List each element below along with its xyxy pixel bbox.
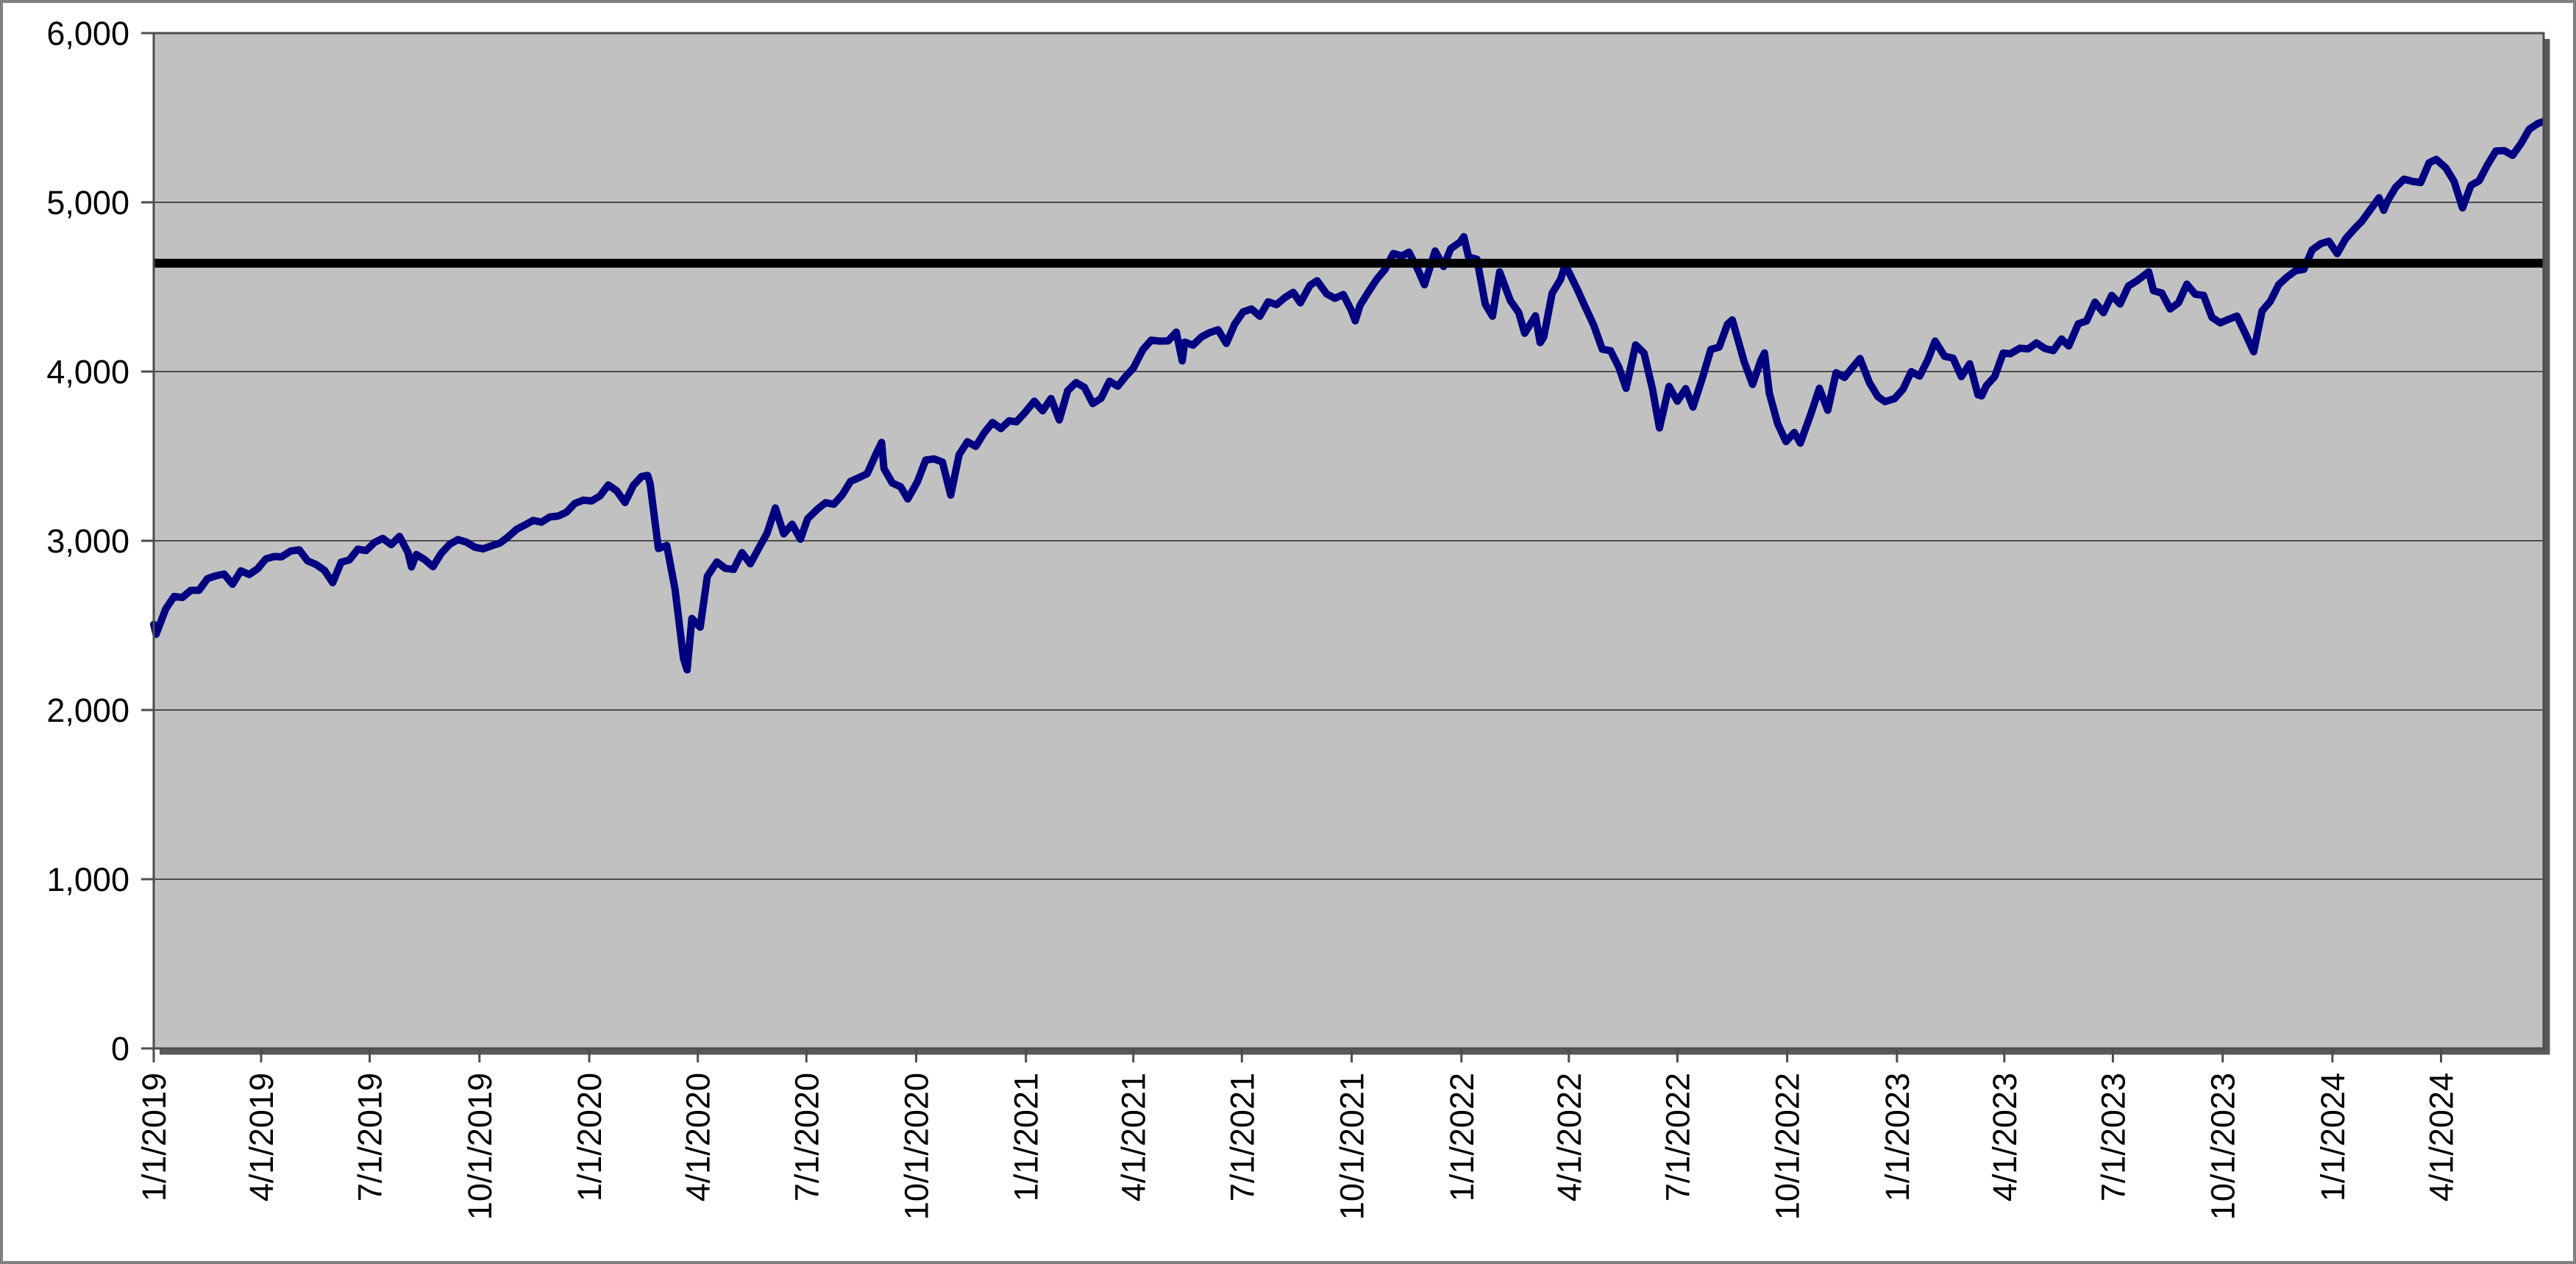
y-axis-tick-label: 2,000 [46, 692, 129, 729]
plot-shadow [160, 39, 2550, 1055]
x-axis-tick-label: 1/1/2019 [135, 1073, 173, 1201]
y-axis-tick-label: 0 [111, 1030, 129, 1068]
x-axis-tick-label: 7/1/2021 [1223, 1073, 1261, 1201]
x-axis-tick-label: 10/1/2020 [898, 1073, 936, 1220]
y-axis-ticks [141, 32, 154, 1050]
x-axis-tick-label: 1/1/2023 [1879, 1073, 1916, 1201]
y-axis-tick-label: 4,000 [46, 353, 129, 391]
x-axis-tick-label: 4/1/2022 [1551, 1073, 1588, 1201]
x-axis-tick-label: 7/1/2023 [2094, 1073, 2132, 1201]
x-axis-tick-label: 1/1/2020 [571, 1073, 608, 1201]
x-axis-tick-label: 4/1/2024 [2423, 1073, 2461, 1201]
x-axis-tick-label: 10/1/2019 [461, 1073, 499, 1220]
x-axis-tick-label: 7/1/2022 [1659, 1073, 1696, 1201]
x-axis-ticks [152, 1048, 2443, 1062]
y-axis-tick-label: 3,000 [46, 522, 129, 560]
x-axis-tick-label: 1/1/2021 [1008, 1073, 1045, 1201]
x-axis-tick-label: 7/1/2020 [788, 1073, 825, 1201]
x-axis-tick-label: 4/1/2019 [243, 1073, 280, 1201]
series-line [150, 118, 2547, 674]
x-axis-tick-label: 1/1/2022 [1443, 1073, 1481, 1201]
y-gridlines [154, 202, 2544, 880]
x-axis-tick-label: 4/1/2020 [680, 1073, 717, 1201]
y-axis-tick-label: 1,000 [46, 861, 129, 898]
x-axis-tick-label: 4/1/2023 [1986, 1073, 2024, 1201]
x-axis-tick-label: 10/1/2021 [1334, 1073, 1371, 1220]
x-axis-tick-label: 7/1/2019 [352, 1073, 389, 1201]
x-axis-tick-label: 10/1/2023 [2205, 1073, 2242, 1220]
y-axis-tick-label: 6,000 [46, 15, 129, 52]
x-axis-tick-label: 4/1/2021 [1115, 1073, 1153, 1201]
y-axis-tick-label: 5,000 [46, 184, 129, 221]
x-axis-tick-label: 1/1/2024 [2314, 1073, 2352, 1201]
y-axis-tick-labels: 0 1,000 2,000 3,000 4,000 5,000 6,000 [46, 15, 129, 1068]
x-axis-tick-labels: 1/1/2019 4/1/2019 7/1/2019 10/1/2019 1/1/202… [135, 1073, 2461, 1220]
x-axis-tick-label: 10/1/2022 [1769, 1073, 1807, 1220]
